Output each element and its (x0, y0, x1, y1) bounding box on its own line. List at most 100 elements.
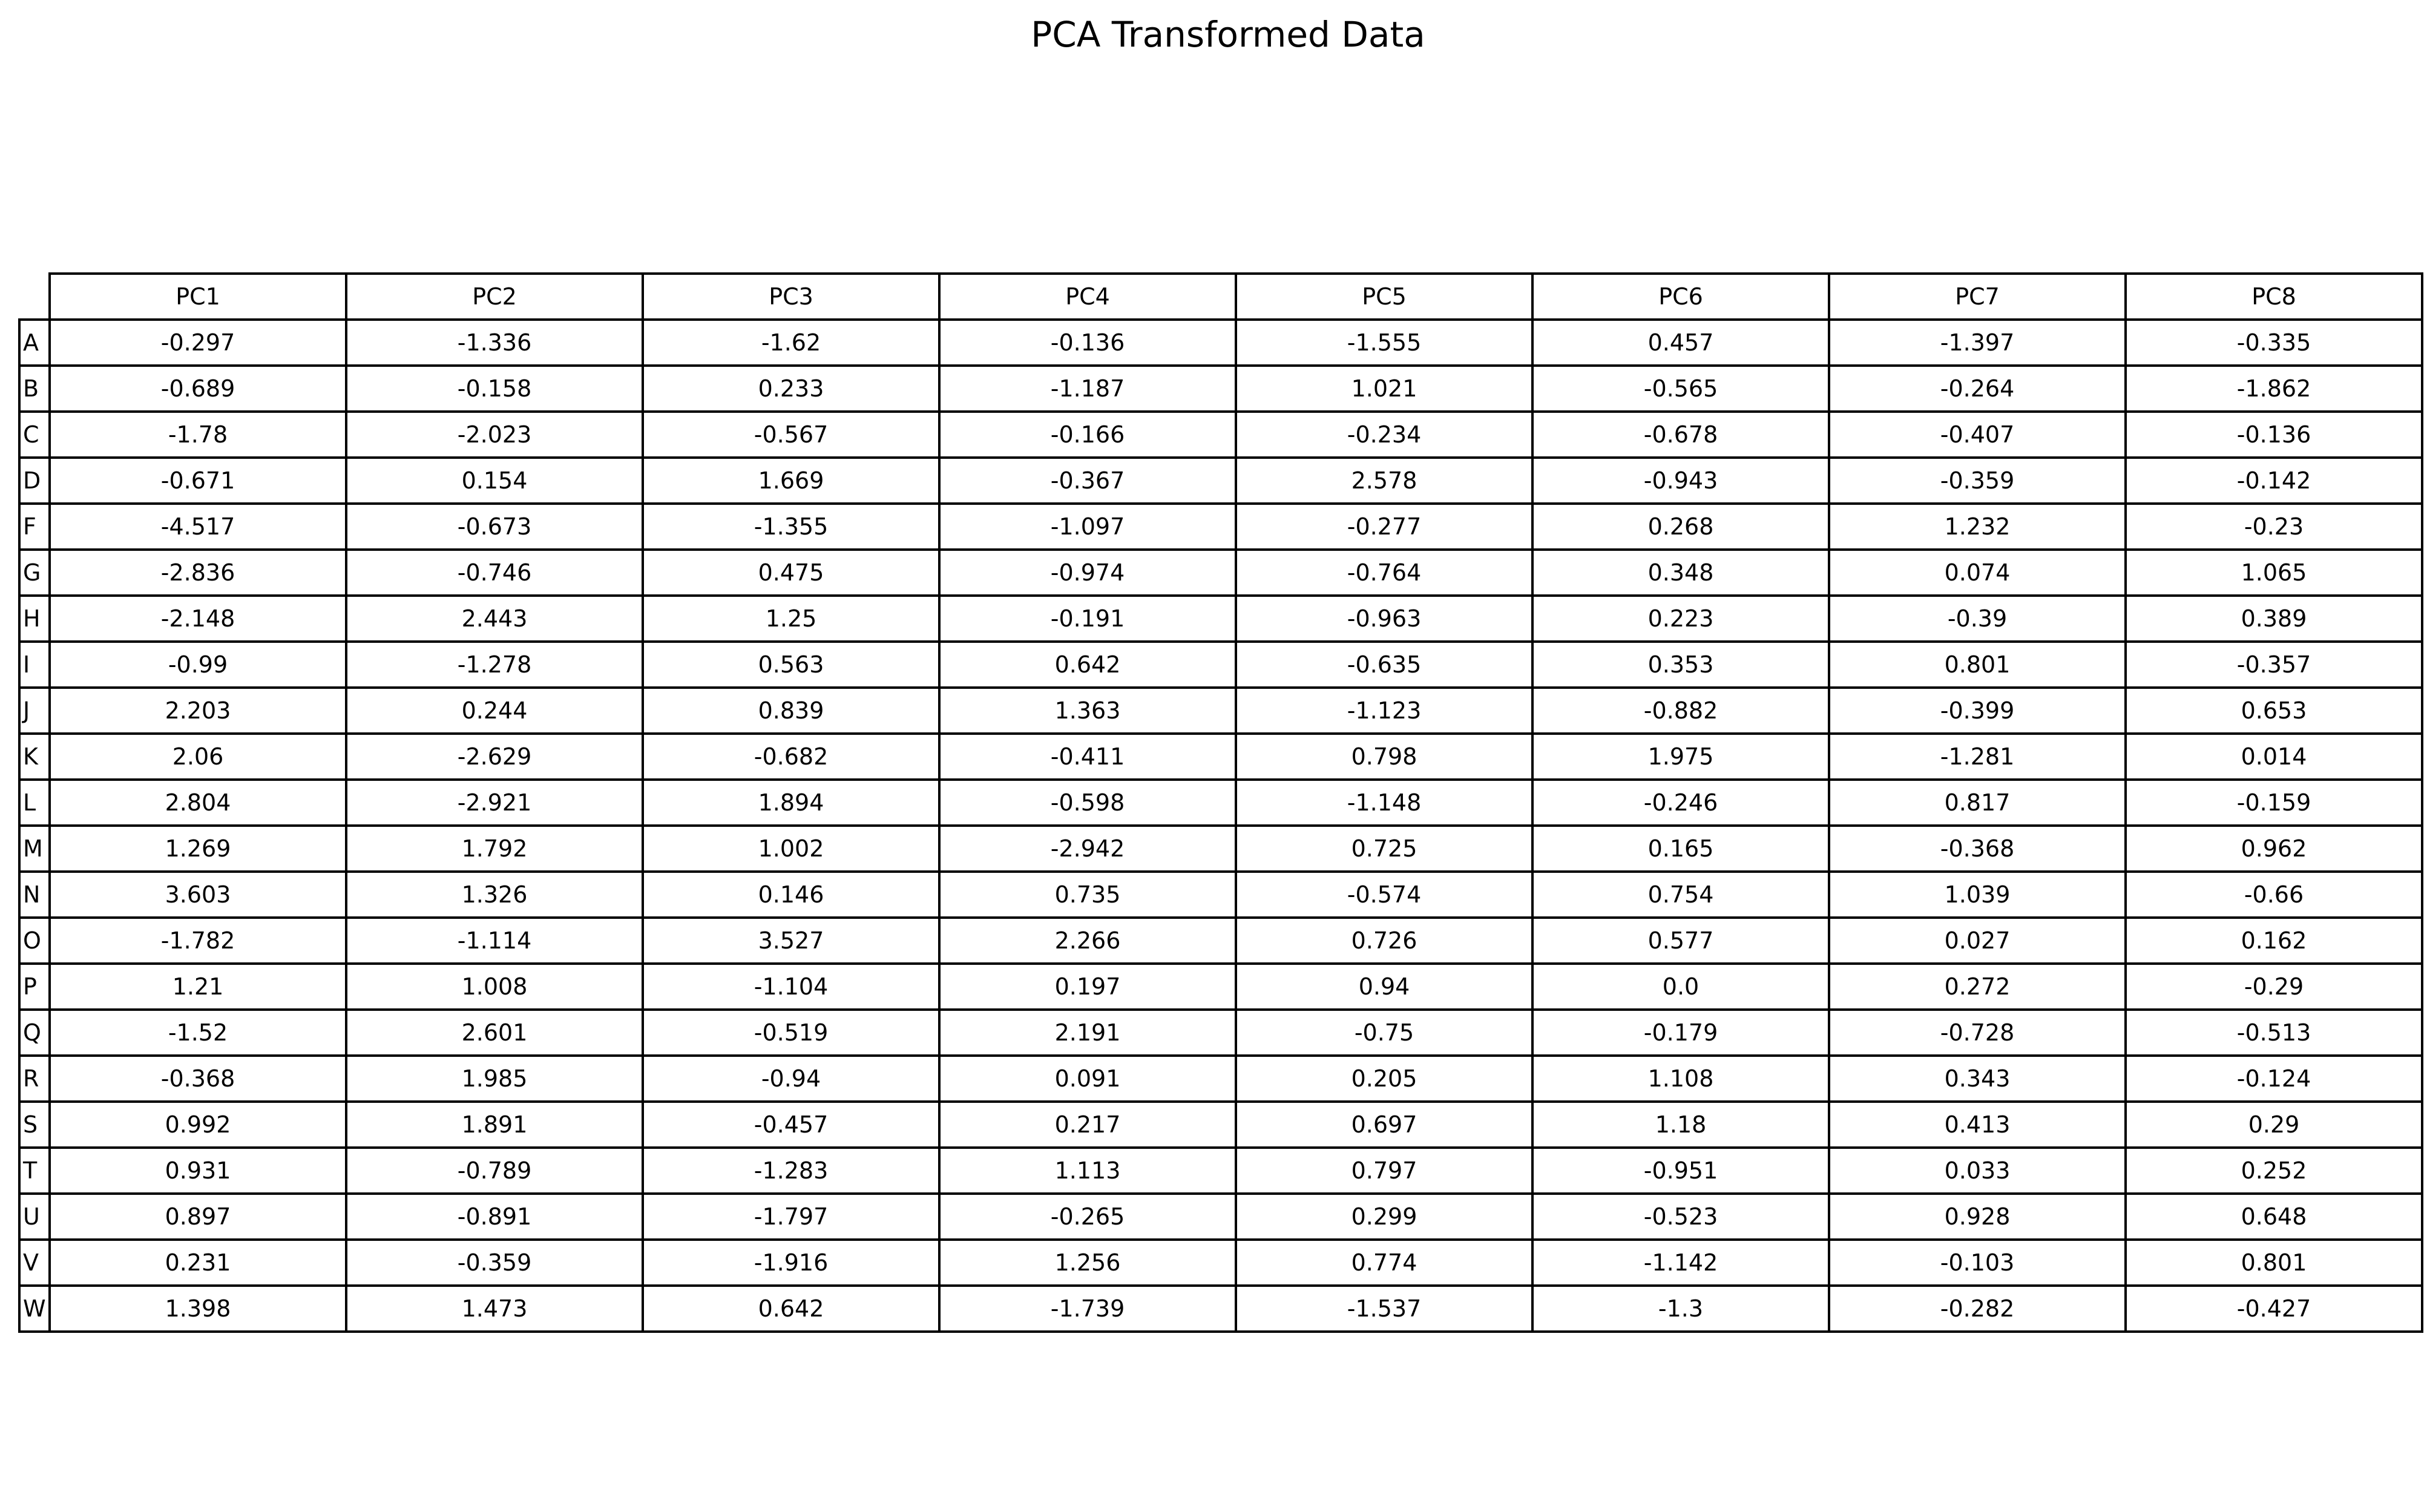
table-cell: -0.519 (642, 1008, 941, 1057)
table-row: M 1.269 1.792 1.002 -2.942 0.725 0.165 -0.368 0.… (18, 824, 2423, 873)
column-header-pc4: PC4 (938, 272, 1237, 321)
table-cell: -0.951 (1531, 1146, 1830, 1195)
table-cell: -0.29 (2124, 962, 2423, 1011)
table-cell: 1.039 (1828, 870, 2127, 919)
table-cell: -2.023 (345, 410, 644, 459)
table-cell: -0.565 (1531, 364, 1830, 413)
table-cell: -0.23 (2124, 502, 2423, 551)
table-cell: 0.146 (642, 870, 941, 919)
table-cell: -0.103 (1828, 1238, 2127, 1287)
table-cell: 0.797 (1235, 1146, 1534, 1195)
table-cell: 0.735 (938, 870, 1237, 919)
row-label: J (18, 686, 51, 735)
table-cell: -0.523 (1531, 1192, 1830, 1241)
table-cell: -1.104 (642, 962, 941, 1011)
row-label: W (18, 1284, 51, 1333)
table-row: V 0.231 -0.359 -1.916 1.256 0.774 -1.142 -0.103… (18, 1238, 2423, 1287)
column-header-pc1: PC1 (48, 272, 347, 321)
table-row: D -0.671 0.154 1.669 -0.367 2.578 -0.943 -0.359… (18, 456, 2423, 505)
table-header: PC1 PC2 PC3 PC4 PC5 PC6 PC7 PC8 (19, 272, 2423, 321)
table-cell: -0.265 (938, 1192, 1237, 1241)
table-cell: -0.598 (938, 778, 1237, 827)
table-cell: -0.179 (1531, 1008, 1830, 1057)
table-cell: 0.774 (1235, 1238, 1534, 1287)
table-cell: 0.928 (1828, 1192, 2127, 1241)
table-cell: -1.278 (345, 640, 644, 689)
row-label: A (18, 318, 51, 367)
table-cell: 0.165 (1531, 824, 1830, 873)
table-cell: -0.264 (1828, 364, 2127, 413)
table-cell: -0.635 (1235, 640, 1534, 689)
table-cell: -0.671 (48, 456, 347, 505)
table-cell: -0.689 (48, 364, 347, 413)
row-label: N (18, 870, 51, 919)
table-cell: -1.797 (642, 1192, 941, 1241)
table-cell: 0.233 (642, 364, 941, 413)
table-cell: -0.75 (1235, 1008, 1534, 1057)
table-cell: 0.154 (345, 456, 644, 505)
row-label: I (18, 640, 51, 689)
table-row: R -0.368 1.985 -0.94 0.091 0.205 1.108 0.343 -0.… (18, 1054, 2423, 1103)
table-cell: 0.897 (48, 1192, 347, 1241)
chart-title: PCA Transformed Data (1031, 14, 1425, 55)
table-cell: -1.916 (642, 1238, 941, 1287)
table-row: L 2.804 -2.921 1.894 -0.598 -1.148 -0.246 0.817… (18, 778, 2423, 827)
table-cell: 2.578 (1235, 456, 1534, 505)
table-cell: 0.014 (2124, 732, 2423, 781)
table-row: C -1.78 -2.023 -0.567 -0.166 -0.234 -0.678 -0.4… (18, 410, 2423, 459)
table-cell: -0.399 (1828, 686, 2127, 735)
row-label: V (18, 1238, 51, 1287)
table-cell: -0.682 (642, 732, 941, 781)
table-cell: 0.798 (1235, 732, 1534, 781)
table-cell: -1.355 (642, 502, 941, 551)
table-cell: -0.39 (1828, 594, 2127, 643)
row-label: S (18, 1100, 51, 1149)
table-cell: -0.359 (345, 1238, 644, 1287)
table-cell: 1.669 (642, 456, 941, 505)
row-label: Q (18, 1008, 51, 1057)
table-cell: 1.256 (938, 1238, 1237, 1287)
table-cell: 0.231 (48, 1238, 347, 1287)
table-row: B -0.689 -0.158 0.233 -1.187 1.021 -0.565 -0.26… (18, 364, 2423, 413)
table-cell: -1.397 (1828, 318, 2127, 367)
table-cell: -0.764 (1235, 548, 1534, 597)
table-cell: -4.517 (48, 502, 347, 551)
table-cell: 3.527 (642, 916, 941, 965)
table-cell: -0.891 (345, 1192, 644, 1241)
table-cell: -0.191 (938, 594, 1237, 643)
table-cell: 2.443 (345, 594, 644, 643)
table-cell: 0.197 (938, 962, 1237, 1011)
table-cell: -0.158 (345, 364, 644, 413)
table-cell: 2.804 (48, 778, 347, 827)
table-cell: 1.021 (1235, 364, 1534, 413)
table-row: W 1.398 1.473 0.642 -1.739 -1.537 -1.3 -0.282 -0… (18, 1284, 2423, 1333)
table-cell: 0.244 (345, 686, 644, 735)
table-cell: 0.648 (2124, 1192, 2423, 1241)
table-cell: 0.217 (938, 1100, 1237, 1149)
row-label: O (18, 916, 51, 965)
table-cell: -1.555 (1235, 318, 1534, 367)
table-cell: -2.148 (48, 594, 347, 643)
table-cell: -1.862 (2124, 364, 2423, 413)
table-cell: -1.142 (1531, 1238, 1830, 1287)
table-cell: 0.299 (1235, 1192, 1534, 1241)
table-cell: 1.113 (938, 1146, 1237, 1195)
table-row: O -1.782 -1.114 3.527 2.266 0.726 0.577 0.027 0.… (18, 916, 2423, 965)
table-cell: -0.166 (938, 410, 1237, 459)
table-cell: -0.277 (1235, 502, 1534, 551)
table-cell: -1.336 (345, 318, 644, 367)
table-cell: -0.673 (345, 502, 644, 551)
table-cell: 0.223 (1531, 594, 1830, 643)
table-cell: -2.921 (345, 778, 644, 827)
table-cell: -0.411 (938, 732, 1237, 781)
table-cell: -2.942 (938, 824, 1237, 873)
table-cell: -0.297 (48, 318, 347, 367)
table-cell: 1.065 (2124, 548, 2423, 597)
table-cell: 0.642 (642, 1284, 941, 1333)
table-cell: -0.335 (2124, 318, 2423, 367)
table-cell: 0.653 (2124, 686, 2423, 735)
table-cell: 0.992 (48, 1100, 347, 1149)
table-row: A -0.297 -1.336 -1.62 -0.136 -1.555 0.457 -1.39… (18, 318, 2423, 367)
table-cell: 0.839 (642, 686, 941, 735)
table-cell: -0.678 (1531, 410, 1830, 459)
